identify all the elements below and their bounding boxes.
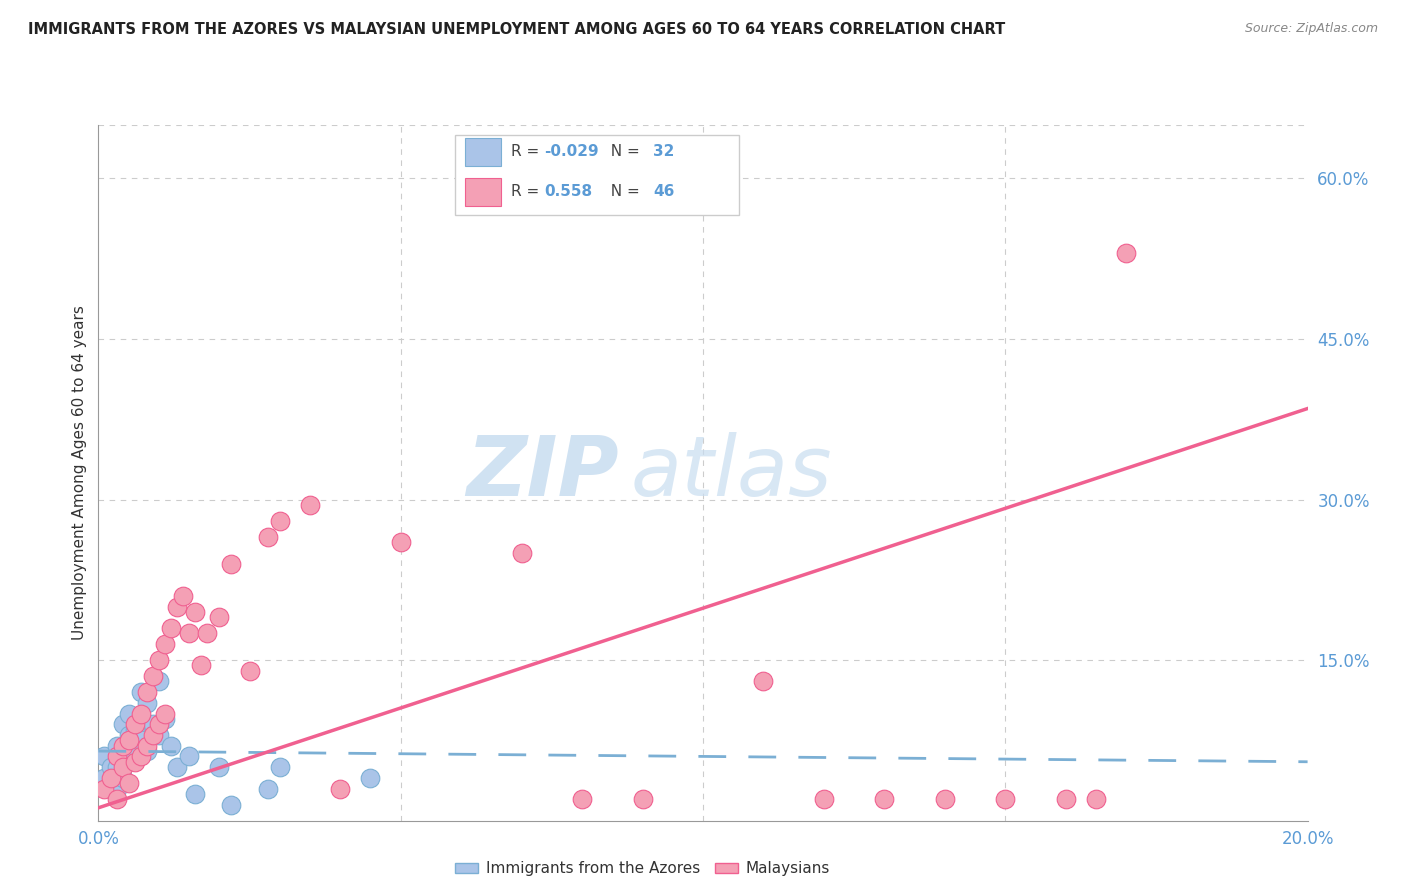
Point [360, 771, 382, 785]
Text: IMMIGRANTS FROM THE AZORES VS MALAYSIAN UNEMPLOYMENT AMONG AGES 60 TO 64 YEARS C: IMMIGRANTS FROM THE AZORES VS MALAYSIAN … [28, 22, 1005, 37]
Point [994, 792, 1017, 806]
FancyBboxPatch shape [456, 136, 740, 215]
Legend: Immigrants from the Azores, Malaysians: Immigrants from the Azores, Malaysians [449, 855, 837, 882]
Point [135, 696, 157, 710]
Point [111, 760, 134, 774]
Point [166, 760, 188, 774]
Point [93, 749, 115, 764]
Point [135, 744, 157, 758]
Point [124, 749, 146, 764]
Point [111, 771, 134, 785]
Point [142, 728, 165, 742]
Point [100, 781, 122, 796]
Point [105, 781, 128, 796]
Text: 0.558: 0.558 [544, 185, 593, 199]
Point [184, 605, 207, 619]
Point [160, 739, 183, 753]
Point [389, 535, 412, 549]
Point [269, 514, 291, 528]
Text: N =: N = [602, 145, 645, 160]
Point [142, 669, 165, 683]
Point [153, 712, 176, 726]
Text: ZIP: ZIP [465, 433, 619, 513]
Point [105, 792, 128, 806]
Point [256, 530, 278, 544]
Point [195, 626, 218, 640]
Point [129, 733, 152, 747]
Point [129, 685, 152, 699]
Point [208, 760, 231, 774]
Point [135, 685, 157, 699]
Point [1115, 246, 1137, 260]
Point [105, 760, 128, 774]
Point [129, 706, 152, 721]
Point [166, 599, 188, 614]
Point [100, 760, 122, 774]
Point [111, 739, 134, 753]
Point [124, 717, 146, 731]
Point [153, 637, 176, 651]
Point [148, 728, 170, 742]
Point [118, 776, 141, 790]
Point [105, 749, 128, 764]
Point [118, 755, 141, 769]
Point [135, 739, 157, 753]
Point [160, 621, 183, 635]
Text: -0.029: -0.029 [544, 145, 599, 160]
Point [124, 755, 146, 769]
Point [129, 749, 152, 764]
Point [329, 781, 352, 796]
Point [184, 787, 207, 801]
Point [510, 546, 533, 560]
Point [752, 674, 775, 689]
Text: R =: R = [510, 145, 544, 160]
Point [153, 706, 176, 721]
Point [118, 706, 141, 721]
FancyBboxPatch shape [465, 178, 501, 206]
Point [179, 749, 201, 764]
Point [256, 781, 278, 796]
Point [111, 749, 134, 764]
Point [813, 792, 835, 806]
Point [105, 739, 128, 753]
Point [148, 717, 170, 731]
Text: atlas: atlas [630, 433, 832, 513]
Point [179, 626, 201, 640]
Point [100, 771, 122, 785]
Point [93, 771, 115, 785]
Point [269, 760, 291, 774]
Text: 32: 32 [654, 145, 675, 160]
Point [239, 664, 262, 678]
Point [873, 792, 896, 806]
Point [93, 781, 115, 796]
Point [111, 717, 134, 731]
Point [299, 498, 322, 512]
Point [1054, 792, 1077, 806]
Point [221, 557, 243, 571]
Point [148, 653, 170, 667]
Point [142, 717, 165, 731]
Point [1085, 792, 1108, 806]
Point [631, 792, 654, 806]
Point [221, 797, 243, 812]
Point [148, 674, 170, 689]
Point [208, 610, 231, 624]
Point [934, 792, 956, 806]
Text: 46: 46 [654, 185, 675, 199]
Y-axis label: Unemployment Among Ages 60 to 64 years: Unemployment Among Ages 60 to 64 years [72, 305, 87, 640]
Text: Source: ZipAtlas.com: Source: ZipAtlas.com [1244, 22, 1378, 36]
Point [190, 658, 212, 673]
Point [124, 723, 146, 737]
FancyBboxPatch shape [465, 138, 501, 166]
Text: R =: R = [510, 185, 544, 199]
Point [571, 792, 593, 806]
Text: N =: N = [602, 185, 645, 199]
Point [172, 589, 194, 603]
Point [118, 733, 141, 747]
Point [118, 728, 141, 742]
